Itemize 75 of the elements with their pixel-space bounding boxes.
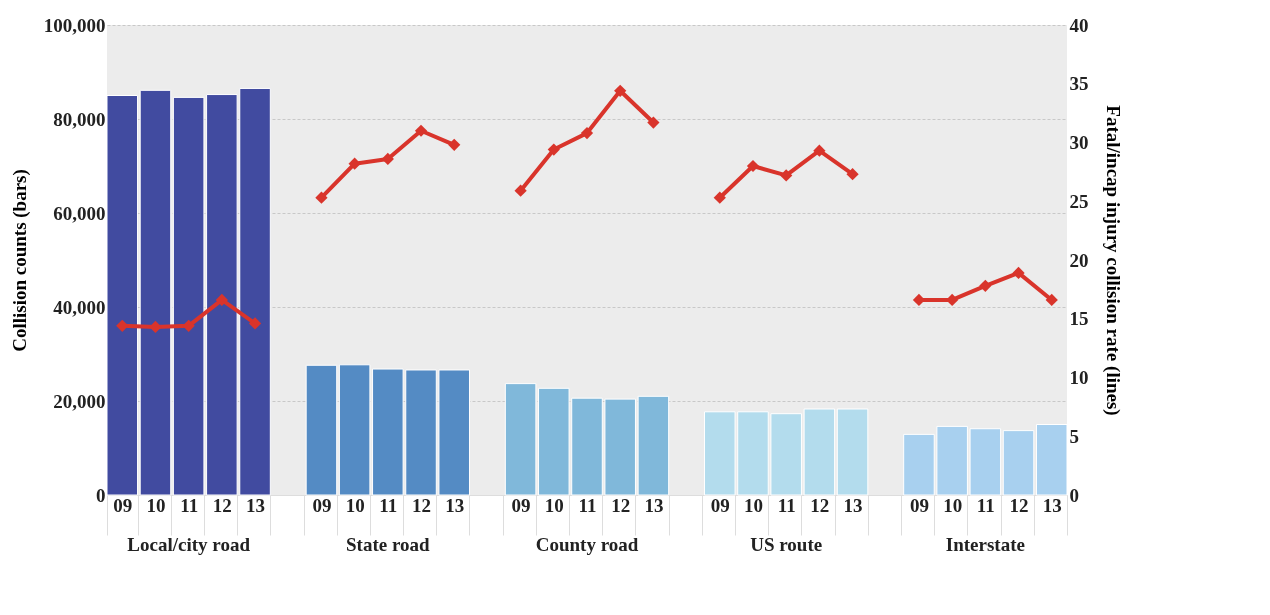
y-axis-title: Collision counts (bars) [8, 169, 31, 352]
point [1012, 266, 1025, 280]
x-tick-label: 09 [710, 494, 730, 516]
bar [106, 95, 139, 496]
x-tick-label: 10 [743, 494, 763, 516]
point [149, 320, 162, 334]
point [746, 159, 760, 173]
point [1045, 293, 1058, 307]
x-tick-label: 12 [412, 494, 432, 516]
y2-tick-label: 40 [1069, 14, 1089, 36]
x-tick-label: 13 [1042, 494, 1062, 516]
x-tick-label: 11 [777, 494, 796, 516]
text: US route [750, 534, 823, 555]
y2-tick-label: 15 [1069, 308, 1089, 330]
point [215, 293, 228, 307]
point [846, 168, 859, 181]
point [946, 293, 959, 307]
x-tick-label: 10 [943, 494, 963, 516]
x-tick-label: 13 [445, 494, 465, 516]
point [514, 184, 527, 197]
point [381, 152, 394, 166]
y2-tick-label: 0 [1069, 484, 1079, 506]
point [614, 84, 627, 97]
y2-tick-label: 10 [1069, 367, 1089, 388]
y2-tick-label: 25 [1069, 190, 1089, 212]
text: State road [346, 534, 431, 555]
x-tick-label: 10 [345, 494, 365, 516]
x-tick-label: 13 [246, 494, 266, 516]
text: County road [535, 534, 639, 555]
y-tick-label: 60,000 [53, 202, 106, 224]
x-tick-label: 13 [843, 494, 863, 516]
x-tick-label: 10 [544, 494, 564, 516]
x-tick-label: 11 [976, 494, 995, 516]
y2-tick-label: 30 [1069, 132, 1089, 153]
y-tick-label: 40,000 [53, 296, 106, 318]
x-tick-label: 12 [212, 494, 232, 516]
y2-axis-title: Fatal/incap injury collision rate (lines) [1101, 105, 1124, 416]
y2-tick-label: 5 [1069, 425, 1079, 447]
bar [836, 408, 869, 496]
point [414, 124, 428, 137]
text: Local/city road [127, 534, 251, 555]
y-tick-label: 100,000 [43, 14, 106, 36]
x-tick-label: 12 [1009, 494, 1029, 516]
point [448, 138, 461, 151]
x-tick-label: 09 [909, 494, 929, 516]
x-tick-label: 13 [644, 494, 664, 516]
bar [1002, 430, 1035, 496]
text: Interstate [945, 534, 1025, 555]
y-tick-label: 80,000 [53, 108, 106, 130]
x-tick-label: 09 [113, 494, 133, 516]
y2-tick-label: 20 [1069, 249, 1089, 271]
point [813, 144, 826, 157]
point [713, 191, 726, 204]
point [580, 126, 594, 140]
point [979, 279, 992, 292]
point [647, 116, 660, 129]
point [348, 157, 361, 170]
point [248, 317, 262, 330]
y2-tick-label: 35 [1069, 73, 1089, 95]
x-tick-label: 10 [146, 494, 166, 516]
bar [305, 364, 338, 496]
x-tick-label: 11 [379, 494, 398, 516]
x-tick-label: 11 [180, 494, 199, 516]
point [315, 191, 328, 204]
point [780, 169, 793, 182]
x-tick-label: 09 [312, 494, 332, 516]
bar [1035, 424, 1068, 496]
x-tick-label: 12 [611, 494, 631, 516]
y-tick-label: 20,000 [53, 390, 106, 412]
y-tick-label: 0 [96, 484, 106, 506]
point [547, 143, 560, 156]
x-tick-label: 12 [810, 494, 830, 516]
x-tick-label: 11 [578, 494, 597, 516]
bar [139, 89, 172, 496]
x-tick-label: 09 [511, 494, 531, 516]
